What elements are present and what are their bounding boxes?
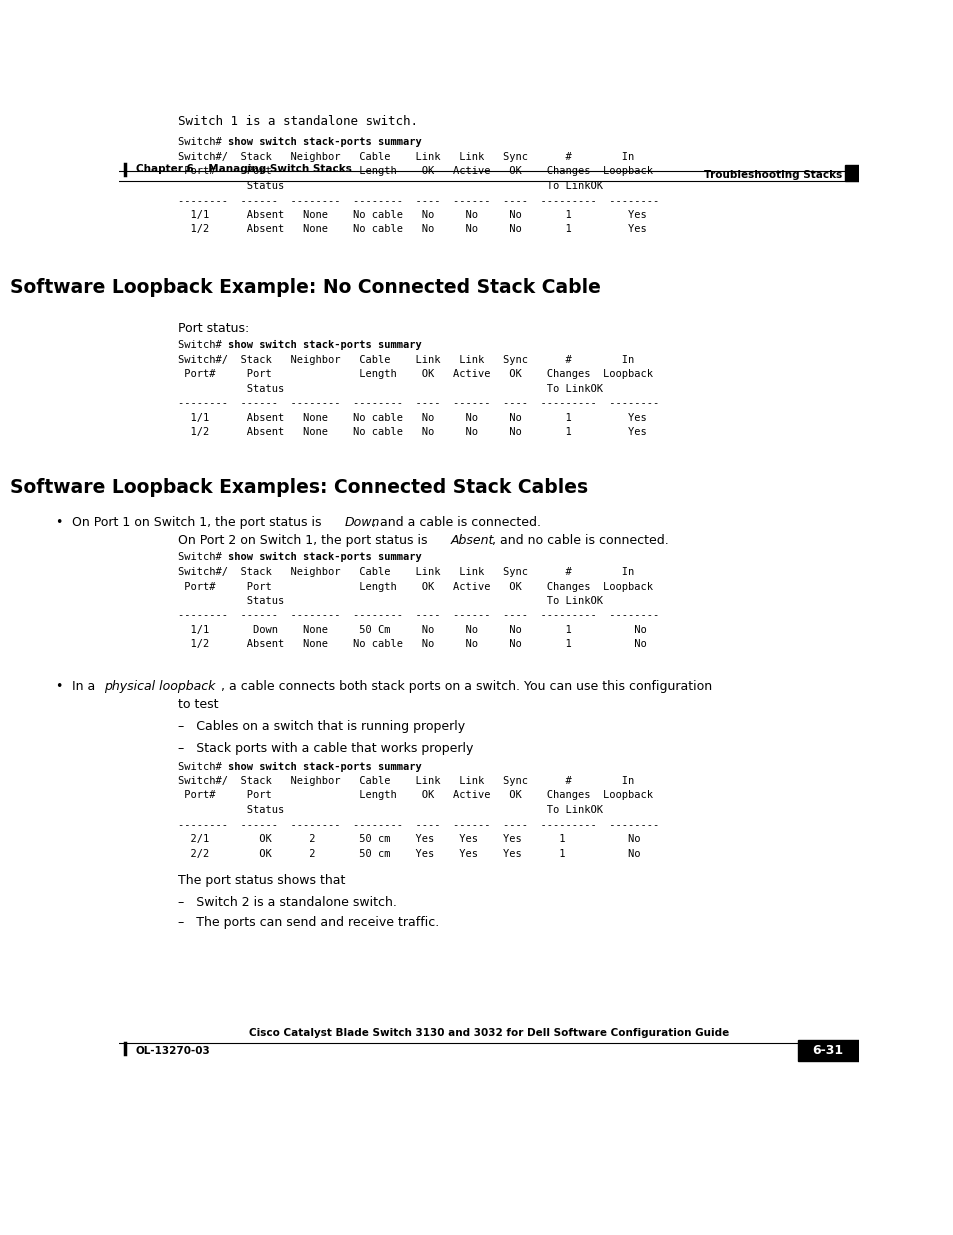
Text: show switch stack-ports summary: show switch stack-ports summary <box>228 340 421 350</box>
Text: Troubleshooting Stacks: Troubleshooting Stacks <box>703 170 841 180</box>
Text: 1/2      Absent   None    No cable   No     No     No       1         Yes: 1/2 Absent None No cable No No No 1 Yes <box>178 427 646 437</box>
Text: Status                                          To LinkOK: Status To LinkOK <box>178 182 602 191</box>
Text: Switch#/  Stack   Neighbor   Cable    Link   Link   Sync      #        In: Switch#/ Stack Neighbor Cable Link Link … <box>178 354 634 366</box>
Text: –   The ports can send and receive traffic.: – The ports can send and receive traffic… <box>178 916 438 929</box>
Text: Port#     Port              Length    OK   Active   OK    Changes  Loopback: Port# Port Length OK Active OK Changes L… <box>178 369 652 379</box>
Text: 1/1      Absent   None    No cable   No     No     No       1         Yes: 1/1 Absent None No cable No No No 1 Yes <box>178 412 646 424</box>
Text: Cisco Catalyst Blade Switch 3130 and 3032 for Dell Software Configuration Guide: Cisco Catalyst Blade Switch 3130 and 303… <box>249 1029 728 1039</box>
Text: 1/2      Absent   None    No cable   No     No     No       1         Yes: 1/2 Absent None No cable No No No 1 Yes <box>178 225 646 235</box>
Text: Switch#/  Stack   Neighbor   Cable    Link   Link   Sync      #        In: Switch#/ Stack Neighbor Cable Link Link … <box>178 776 634 785</box>
Text: --------  ------  --------  --------  ----  ------  ----  ---------  --------: -------- ------ -------- -------- ---- -… <box>178 610 659 620</box>
Text: 1/2      Absent   None    No cable   No     No     No       1          No: 1/2 Absent None No cable No No No 1 No <box>178 640 646 650</box>
Text: , and no cable is connected.: , and no cable is connected. <box>492 534 668 547</box>
Text: Switch#: Switch# <box>178 552 228 562</box>
Text: --------  ------  --------  --------  ----  ------  ----  ---------  --------: -------- ------ -------- -------- ---- -… <box>178 820 659 830</box>
Text: Switch 1 is a standalone switch.: Switch 1 is a standalone switch. <box>178 115 417 128</box>
Text: Port status:: Port status: <box>178 322 249 335</box>
Text: In a: In a <box>71 680 99 693</box>
Text: Port#     Port              Length    OK   Active   OK    Changes  Loopback: Port# Port Length OK Active OK Changes L… <box>178 582 652 592</box>
Text: On Port 2 on Switch 1, the port status is: On Port 2 on Switch 1, the port status i… <box>178 534 431 547</box>
Text: –   Stack ports with a cable that works properly: – Stack ports with a cable that works pr… <box>178 742 473 755</box>
Text: •: • <box>55 680 62 693</box>
Text: Switch#: Switch# <box>178 137 228 147</box>
Text: to test: to test <box>178 698 218 711</box>
Text: show switch stack-ports summary: show switch stack-ports summary <box>228 552 421 562</box>
Text: physical loopback: physical loopback <box>105 680 215 693</box>
Text: 1/1      Absent   None    No cable   No     No     No       1         Yes: 1/1 Absent None No cable No No No 1 Yes <box>178 210 646 220</box>
Text: Switch#: Switch# <box>178 340 228 350</box>
Text: Down: Down <box>345 516 380 529</box>
Text: 1/1       Down    None     50 Cm     No     No     No       1          No: 1/1 Down None 50 Cm No No No 1 No <box>178 625 646 635</box>
Text: 2/1        OK      2       50 cm    Yes    Yes    Yes      1          No: 2/1 OK 2 50 cm Yes Yes Yes 1 No <box>178 834 639 844</box>
Text: •: • <box>55 516 62 529</box>
Text: Software Loopback Example: No Connected Stack Cable: Software Loopback Example: No Connected … <box>10 278 600 296</box>
Text: Switch#: Switch# <box>178 762 228 772</box>
Text: –   Switch 2 is a standalone switch.: – Switch 2 is a standalone switch. <box>178 897 396 909</box>
Text: On Port 1 on Switch 1, the port status is: On Port 1 on Switch 1, the port status i… <box>71 516 325 529</box>
Text: , and a cable is connected.: , and a cable is connected. <box>372 516 541 529</box>
Text: Software Loopback Examples: Connected Stack Cables: Software Loopback Examples: Connected St… <box>10 478 587 496</box>
Text: The port status shows that: The port status shows that <box>178 874 345 887</box>
Text: Status                                          To LinkOK: Status To LinkOK <box>178 805 602 815</box>
Text: --------  ------  --------  --------  ----  ------  ----  ---------  --------: -------- ------ -------- -------- ---- -… <box>178 399 659 409</box>
Text: , a cable connects both stack ports on a switch. You can use this configuration: , a cable connects both stack ports on a… <box>221 680 712 693</box>
Text: 2/2        OK      2       50 cm    Yes    Yes    Yes      1          No: 2/2 OK 2 50 cm Yes Yes Yes 1 No <box>178 848 639 858</box>
Text: Port#     Port              Length    OK   Active   OK    Changes  Loopback: Port# Port Length OK Active OK Changes L… <box>178 790 652 800</box>
Text: --------  ------  --------  --------  ----  ------  ----  ---------  --------: -------- ------ -------- -------- ---- -… <box>178 195 659 205</box>
Text: Port#     Port              Length    OK   Active   OK    Changes  Loopback: Port# Port Length OK Active OK Changes L… <box>178 167 652 177</box>
Text: Chapter 6    Managing Switch Stacks: Chapter 6 Managing Switch Stacks <box>135 164 351 174</box>
Text: Switch#/  Stack   Neighbor   Cable    Link   Link   Sync      #        In: Switch#/ Stack Neighbor Cable Link Link … <box>178 567 634 577</box>
Text: 6-31: 6-31 <box>812 1044 843 1057</box>
Text: OL-13270-03: OL-13270-03 <box>135 1046 210 1056</box>
Bar <box>844 165 858 180</box>
Text: Status                                          To LinkOK: Status To LinkOK <box>178 597 602 606</box>
Text: –   Cables on a switch that is running properly: – Cables on a switch that is running pro… <box>178 720 465 734</box>
Text: Switch#/  Stack   Neighbor   Cable    Link   Link   Sync      #        In: Switch#/ Stack Neighbor Cable Link Link … <box>178 152 634 162</box>
Text: show switch stack-ports summary: show switch stack-ports summary <box>228 137 421 147</box>
Text: Status                                          To LinkOK: Status To LinkOK <box>178 384 602 394</box>
Text: show switch stack-ports summary: show switch stack-ports summary <box>228 762 421 772</box>
Bar <box>797 1040 858 1061</box>
Text: Absent: Absent <box>451 534 494 547</box>
